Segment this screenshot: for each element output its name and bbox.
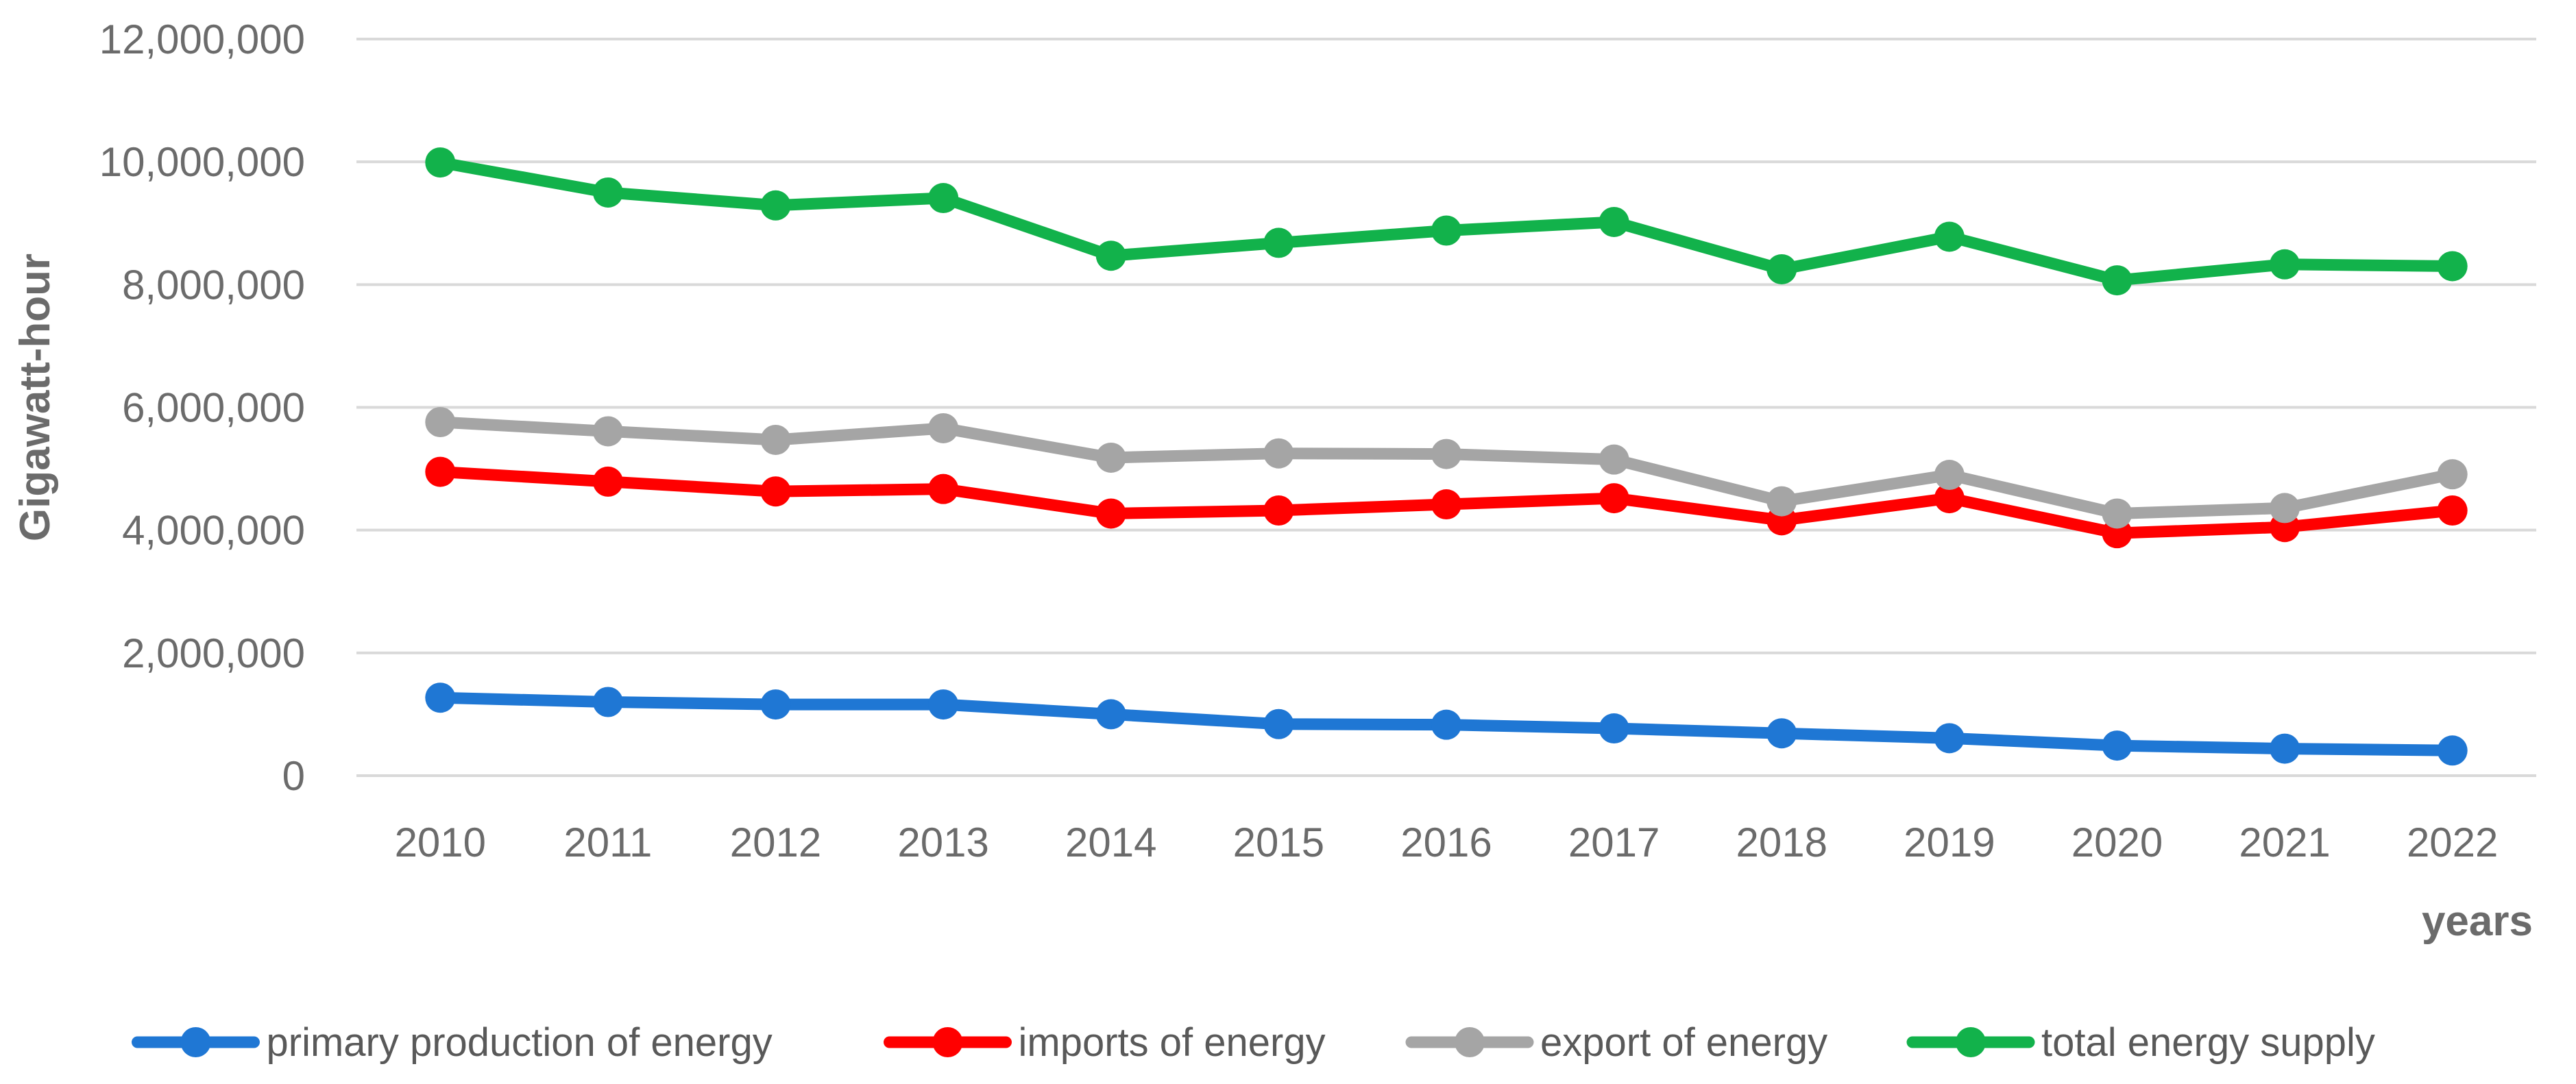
y-tick-label: 10,000,000 (99, 139, 305, 185)
legend-item: primary production of energy (132, 1020, 773, 1065)
x-tick-label: 2020 (2071, 820, 2163, 865)
data-point (1431, 215, 1461, 246)
data-point (1599, 206, 1629, 237)
data-point (2437, 735, 2468, 766)
data-point (2270, 733, 2300, 764)
data-point (928, 183, 959, 214)
data-point (1599, 713, 1629, 744)
y-tick-label: 6,000,000 (122, 385, 305, 431)
y-tick-label: 0 (282, 753, 305, 799)
series-imports-of-energy (425, 456, 2468, 549)
x-tick-label: 2019 (1904, 820, 1995, 865)
data-point (1934, 483, 1965, 514)
data-point (1766, 254, 1797, 284)
data-point (425, 407, 456, 437)
x-tick-label: 2017 (1568, 820, 1660, 865)
legend-swatch-marker (1956, 1027, 1986, 1057)
data-point (760, 190, 791, 221)
x-tick-label: 2014 (1065, 820, 1156, 865)
data-point (2102, 730, 2133, 761)
legend-item: export of energy (1405, 1020, 1827, 1065)
data-point (1263, 438, 1294, 469)
y-tick-label: 2,000,000 (122, 630, 305, 676)
legend-label: imports of energy (1019, 1020, 1326, 1065)
series-export-of-energy (425, 407, 2468, 529)
data-point (592, 687, 623, 717)
y-tick-label: 4,000,000 (122, 508, 305, 554)
data-point (1599, 444, 1629, 475)
legend-swatch-marker (932, 1027, 963, 1057)
data-point (1263, 495, 1294, 526)
data-point (1766, 718, 1797, 749)
legend-swatch-marker (1455, 1027, 1485, 1057)
data-point (928, 689, 959, 720)
data-point (1431, 489, 1461, 520)
data-point (760, 424, 791, 455)
data-point (1095, 442, 1126, 473)
y-tick-label: 12,000,000 (99, 16, 305, 62)
legend-item: total energy supply (1906, 1020, 2375, 1065)
data-point (1934, 460, 1965, 491)
x-axis-title: years (2422, 898, 2533, 945)
data-point (2102, 265, 2133, 296)
data-point (1599, 483, 1629, 514)
legend-label: export of energy (1540, 1020, 1827, 1065)
y-axis-title: Gigawatt-hour (12, 254, 59, 541)
data-point (1263, 709, 1294, 739)
gridlines (356, 38, 2536, 777)
data-point (1095, 241, 1126, 271)
series-primary-production-of-energy (425, 682, 2468, 766)
data-point (1934, 221, 1965, 252)
x-tick-label: 2015 (1233, 820, 1324, 865)
x-tick-label: 2021 (2239, 820, 2330, 865)
data-point (1263, 227, 1294, 258)
data-point (928, 412, 959, 443)
data-point (425, 682, 456, 713)
y-tick-label: 8,000,000 (122, 262, 305, 308)
y-axis-ticks: 0 2,000,000 4,000,000 6,000,000 8,000,000 10,… (99, 16, 305, 799)
legend-label: total energy supply (2041, 1020, 2375, 1065)
x-tick-label: 2016 (1400, 820, 1492, 865)
legend-label: primary production of energy (267, 1020, 773, 1065)
x-tick-label: 2012 (730, 820, 821, 865)
data-point (425, 147, 456, 178)
data-point (928, 473, 959, 504)
x-axis-ticks: 2010 2011 2012 2013 2014 2015 2016 2017 2018 2019… (395, 820, 2499, 865)
x-tick-label: 2022 (2407, 820, 2498, 865)
data-point (2102, 498, 2133, 529)
x-tick-label: 2011 (563, 820, 652, 865)
series-total-energy-supply (425, 147, 2468, 296)
legend-swatch-marker (180, 1027, 211, 1057)
data-point (1095, 699, 1126, 730)
x-tick-label: 2018 (1736, 820, 1827, 865)
legend-item: imports of energy (884, 1020, 1326, 1065)
data-point (1934, 723, 1965, 754)
data-point (2437, 251, 2468, 282)
x-tick-label: 2013 (897, 820, 988, 865)
data-point (2437, 495, 2468, 526)
data-point (592, 466, 623, 497)
series-lines (425, 147, 2468, 766)
x-tick-label: 2010 (395, 820, 486, 865)
data-point (592, 177, 623, 208)
legend: primary production of energy imports of e… (132, 1020, 2375, 1065)
data-point (760, 476, 791, 507)
data-point (1431, 709, 1461, 740)
data-point (592, 416, 623, 447)
data-point (2437, 459, 2468, 490)
data-point (760, 689, 791, 720)
data-point (2270, 249, 2300, 280)
data-point (1766, 486, 1797, 517)
data-point (425, 456, 456, 487)
data-point (1431, 439, 1461, 469)
data-point (1095, 498, 1126, 529)
data-point (2270, 493, 2300, 523)
